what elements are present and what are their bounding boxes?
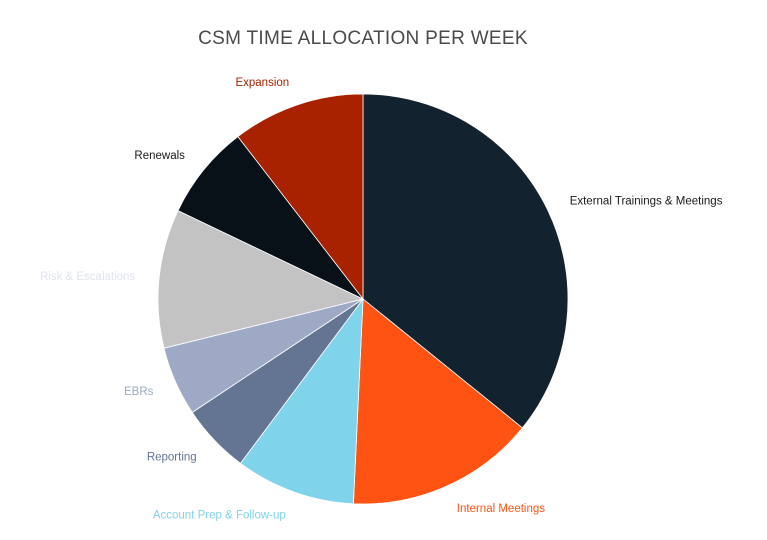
pie-labels: External Trainings & Meetings Internal Me… [40, 77, 723, 521]
pie-slice-external-trainings-and-meetings [362, 93, 569, 429]
pie-slices [157, 93, 569, 505]
pie-slice-renewals [177, 136, 364, 300]
slice-label-external-trainings-and-meetings: External Trainings & Meetings [570, 195, 723, 207]
pie-slice-expansion [237, 93, 364, 301]
pie-slice-internal-meetings [352, 298, 523, 505]
slice-label-internal-meetings: Internal Meetings [457, 503, 545, 515]
pie-slice-account-prep-and-follow-up [239, 297, 364, 505]
slice-label-risk-and-escalations: Risk & Escalations [40, 271, 135, 283]
slice-label-account-prep-and-follow-up: Account Prep & Follow-up [153, 510, 286, 522]
slice-label-renewals: Renewals [134, 150, 185, 162]
chart-title: CSM TIME ALLOCATION PER WEEK [198, 28, 528, 49]
slice-label-expansion: Expansion [235, 77, 289, 89]
pie-slice-risk-and-escalations [157, 210, 365, 349]
slice-label-reporting: Reporting [147, 451, 197, 463]
slice-label-ebrs: EBRs [124, 386, 154, 398]
